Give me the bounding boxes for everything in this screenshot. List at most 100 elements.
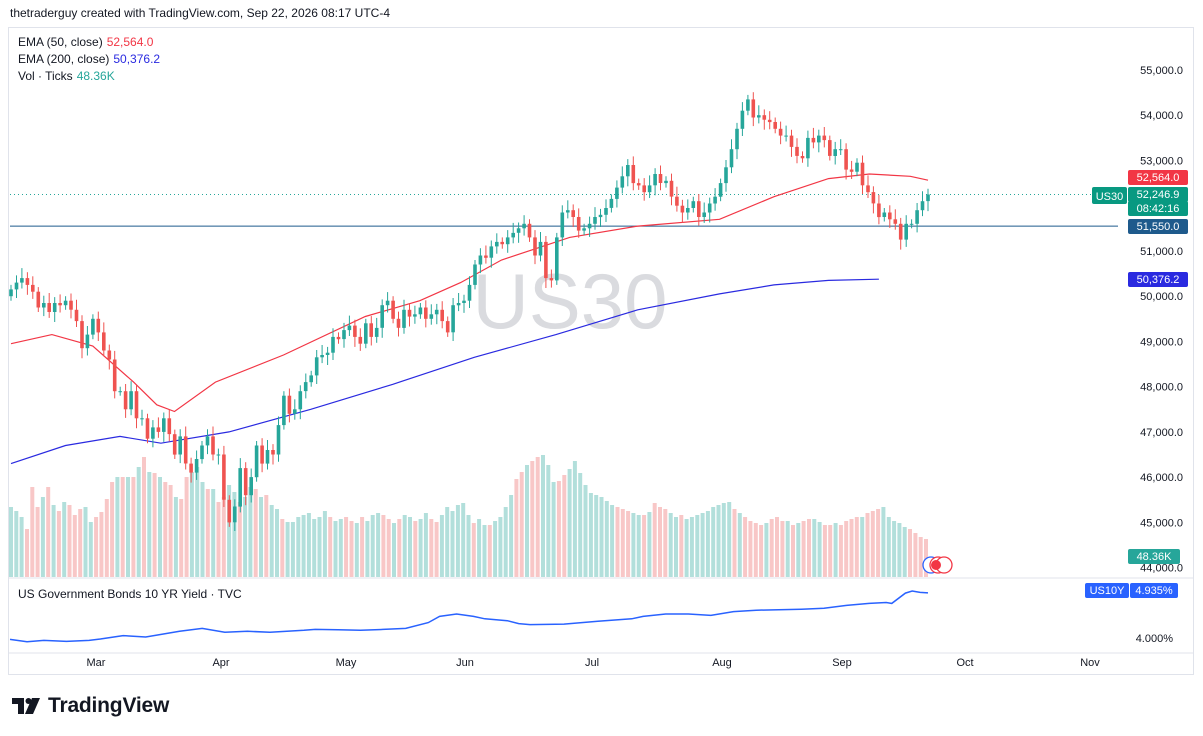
candles xyxy=(9,92,930,531)
ema50-line xyxy=(10,173,929,413)
volume-bar xyxy=(652,503,657,577)
candle-body xyxy=(920,201,925,211)
volume-bar xyxy=(897,523,902,577)
volume-bar xyxy=(743,517,748,577)
volume-bar xyxy=(556,481,561,577)
candle-body xyxy=(440,309,444,322)
volume-bar xyxy=(386,519,391,577)
volume-bar xyxy=(168,485,173,577)
y-tick-label: 48,000.0 xyxy=(1140,382,1183,394)
candle-body xyxy=(85,334,90,349)
volume-bar xyxy=(248,487,253,577)
volume-bar xyxy=(546,465,551,577)
volume-bar xyxy=(514,479,519,577)
volume-bar xyxy=(35,507,40,577)
volume-bar xyxy=(769,519,774,577)
volume-bar xyxy=(322,511,327,577)
volume-bar xyxy=(764,523,769,577)
legend-ema50[interactable]: EMA (50, close) 52,564.0 xyxy=(18,35,153,49)
candle-body xyxy=(871,192,876,204)
candle-body xyxy=(189,463,193,473)
legend-volume-value: 48.36K xyxy=(76,69,115,83)
candle-body xyxy=(762,115,767,120)
volume-bar xyxy=(599,497,604,577)
candle-body xyxy=(757,115,761,118)
candle-body xyxy=(806,137,810,159)
volume-bar xyxy=(588,493,593,577)
candle-body xyxy=(156,427,161,432)
volume-bar xyxy=(785,521,790,577)
candle-body xyxy=(473,264,477,285)
volume-bar xyxy=(817,522,822,577)
volume-bar xyxy=(737,513,742,577)
volume-bar xyxy=(30,487,35,577)
y-tick-label: 54,000.0 xyxy=(1140,110,1183,122)
candle-body xyxy=(707,203,712,213)
volume-bar xyxy=(881,507,886,577)
volume-bar xyxy=(541,455,545,577)
legend-ema200[interactable]: EMA (200, close) 50,376.2 xyxy=(18,52,160,66)
volume-bar xyxy=(158,477,162,577)
volume-bar xyxy=(647,512,652,577)
candle-body xyxy=(882,212,887,217)
candle-body xyxy=(631,165,636,184)
legend-volume[interactable]: Vol · Ticks 48.36K xyxy=(18,69,115,83)
candle-body xyxy=(47,303,51,312)
candle-body xyxy=(63,300,68,306)
candle-body xyxy=(52,303,57,312)
candle-body xyxy=(287,395,292,414)
volume-bars: US30 xyxy=(9,257,928,577)
volume-bar xyxy=(200,482,205,577)
volume-tag: 48.36K xyxy=(1137,551,1173,563)
x-tick-label: Jun xyxy=(456,657,474,669)
candle-body xyxy=(915,210,919,224)
volume-bar xyxy=(147,472,152,577)
symbol-tag-bg xyxy=(1092,187,1127,204)
candle-body xyxy=(773,122,777,129)
volume-bar xyxy=(25,529,29,577)
volume-bar xyxy=(886,517,891,577)
price-labels: US30 52,564.0 52,246.9 08:42:16 51,550.0 50,3… xyxy=(922,170,1188,598)
volume-bar xyxy=(408,517,412,577)
candle-body xyxy=(822,135,827,141)
y-tick-label: 44,000.0 xyxy=(1140,563,1183,575)
candle-body xyxy=(669,180,674,197)
volume-bar xyxy=(429,519,434,577)
volume-bar xyxy=(908,529,912,577)
candle-body xyxy=(303,382,308,392)
volume-bar xyxy=(668,513,673,577)
candle-body xyxy=(866,185,870,193)
volume-bar xyxy=(466,515,471,577)
candle-body xyxy=(418,307,423,315)
volume-bar xyxy=(860,517,865,577)
legend-yield[interactable]: US Government Bonds 10 YR Yield · TVC xyxy=(18,587,242,601)
candle-body xyxy=(342,330,346,340)
volume-bar xyxy=(152,473,157,577)
candle-body xyxy=(58,303,62,306)
y-tick-label: 46,000.0 xyxy=(1140,472,1183,484)
legend-yield-label: US Government Bonds 10 YR Yield · TVC xyxy=(18,587,242,601)
tradingview-brand[interactable]: TradingView xyxy=(12,694,169,718)
candle-body xyxy=(626,165,630,177)
candle-body xyxy=(817,135,821,143)
volume-bar xyxy=(227,485,232,577)
volume-bar xyxy=(338,519,343,577)
symbol-tag: US30 xyxy=(1096,191,1124,203)
volume-bar xyxy=(615,507,620,577)
volume-bar xyxy=(221,497,226,577)
candle-body xyxy=(347,325,352,331)
countdown-tag: 08:42:16 xyxy=(1137,203,1180,215)
candle-body xyxy=(505,237,510,245)
volume-bar xyxy=(211,489,216,577)
candle-body xyxy=(495,241,499,247)
volume-bar xyxy=(163,482,168,577)
candle-body xyxy=(134,391,139,419)
volume-bar xyxy=(775,517,779,577)
volume-bar xyxy=(264,495,269,577)
volume-bar xyxy=(269,505,274,577)
volume-bar xyxy=(328,517,333,577)
candle-body xyxy=(429,314,434,319)
volume-bar xyxy=(626,511,631,577)
volume-bar xyxy=(620,509,625,577)
